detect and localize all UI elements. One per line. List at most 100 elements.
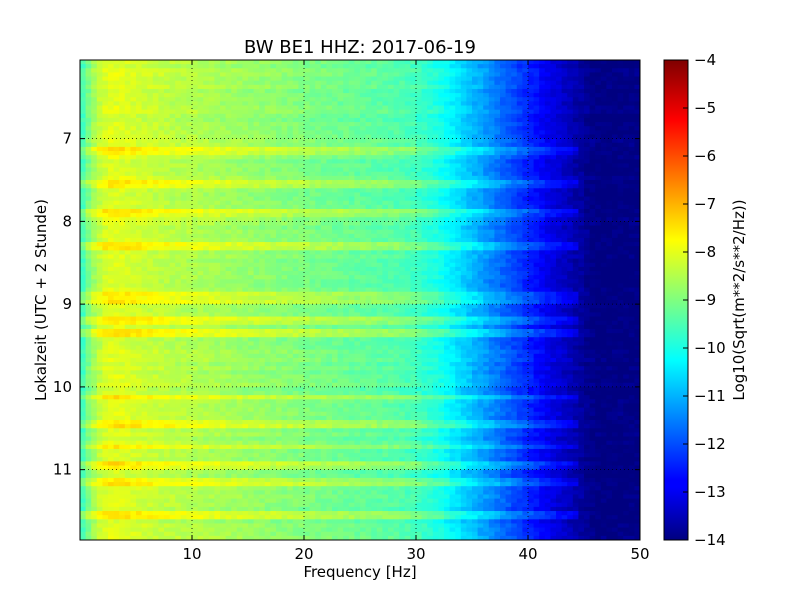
heatmap-cell (455, 105, 462, 111)
heatmap-cell (421, 146, 428, 152)
heatmap-cell (169, 105, 176, 111)
heatmap-cell (606, 101, 613, 107)
heatmap-cell (438, 151, 445, 156)
heatmap-cell (550, 254, 557, 260)
heatmap-cell (186, 258, 193, 264)
heatmap-cell (225, 126, 232, 131)
heatmap-cell (91, 72, 98, 78)
heatmap-cell (365, 126, 372, 131)
heatmap-cell (628, 155, 635, 160)
heatmap-cell (483, 200, 490, 206)
heatmap-cell (141, 258, 148, 264)
heatmap-cell (634, 68, 640, 74)
heatmap-cell (164, 142, 171, 148)
heatmap-cell (427, 134, 434, 140)
heatmap-cell (152, 163, 159, 169)
heatmap-cell (505, 151, 512, 156)
heatmap-cell (320, 155, 327, 160)
heatmap-cell (488, 262, 495, 268)
heatmap-cell (634, 167, 640, 173)
heatmap-cell (388, 208, 395, 214)
heatmap-cell (124, 192, 131, 198)
heatmap-cell (584, 126, 591, 131)
heatmap-cell (281, 188, 288, 194)
heatmap-cell (113, 130, 120, 136)
heatmap-cell (533, 138, 540, 144)
heatmap-cell (214, 175, 221, 181)
heatmap-cell (595, 101, 602, 107)
heatmap-cell (472, 237, 479, 243)
heatmap-cell (242, 122, 249, 127)
heatmap-cell (248, 76, 255, 82)
heatmap-cell (612, 221, 619, 227)
heatmap-cell (595, 254, 602, 260)
heatmap-cell (572, 113, 579, 119)
heatmap-cell (186, 167, 193, 173)
heatmap-cell (584, 167, 591, 173)
heatmap-cell (108, 142, 115, 148)
heatmap-cell (180, 93, 187, 98)
heatmap-cell (634, 208, 640, 214)
heatmap-cell (382, 188, 389, 194)
heatmap-cell (556, 64, 563, 69)
heatmap-cell (376, 151, 383, 156)
heatmap-cell (169, 242, 176, 247)
heatmap-cell (91, 184, 98, 189)
heatmap-cell (600, 146, 607, 152)
heatmap-cell (91, 208, 98, 214)
heatmap-cell (365, 180, 372, 185)
heatmap-cell (550, 221, 557, 227)
heatmap-cell (231, 130, 238, 136)
heatmap-cell (287, 155, 294, 160)
heatmap-cell (231, 208, 238, 214)
heatmap-cell (130, 76, 137, 82)
heatmap-cell (259, 208, 266, 214)
heatmap-cell (416, 142, 423, 148)
heatmap-cell (460, 142, 467, 148)
heatmap-cell (483, 204, 490, 210)
heatmap-cell (365, 88, 372, 94)
heatmap-cell (348, 204, 355, 210)
heatmap-cell (85, 192, 92, 198)
heatmap-cell (421, 105, 428, 111)
heatmap-cell (136, 159, 143, 165)
heatmap-cell (136, 138, 143, 144)
heatmap-cell (511, 250, 518, 256)
heatmap-cell (343, 196, 350, 202)
heatmap-cell (628, 254, 635, 260)
heatmap-cell (399, 180, 406, 185)
heatmap-cell (416, 134, 423, 140)
heatmap-cell (326, 225, 333, 231)
heatmap-cell (483, 250, 490, 256)
heatmap-cell (225, 184, 232, 189)
heatmap-cell (264, 117, 271, 123)
heatmap-cell (494, 196, 501, 202)
heatmap-cell (544, 97, 551, 102)
heatmap-cell (236, 188, 243, 194)
heatmap-cell (472, 167, 479, 173)
heatmap-cell (208, 105, 215, 111)
heatmap-cell (455, 151, 462, 156)
heatmap-cell (404, 138, 411, 144)
heatmap-cell (455, 262, 462, 268)
heatmap-cell (281, 246, 288, 251)
heatmap-cell (544, 151, 551, 156)
heatmap-cell (600, 126, 607, 131)
heatmap-cell (186, 151, 193, 156)
heatmap-cell (186, 113, 193, 119)
heatmap-cell (292, 200, 299, 206)
heatmap-cell (108, 109, 115, 115)
heatmap-cell (516, 72, 523, 78)
heatmap-cell (332, 246, 339, 251)
heatmap-cell (253, 213, 260, 218)
heatmap-cell (214, 68, 221, 74)
heatmap-cell (281, 155, 288, 160)
heatmap-cell (556, 151, 563, 156)
heatmap-cell (505, 68, 512, 74)
heatmap-cell (113, 101, 120, 107)
heatmap-cell (488, 250, 495, 256)
heatmap-cell (220, 68, 227, 74)
heatmap-cell (444, 188, 451, 194)
heatmap-cell (483, 113, 490, 119)
heatmap-cell (410, 130, 417, 136)
